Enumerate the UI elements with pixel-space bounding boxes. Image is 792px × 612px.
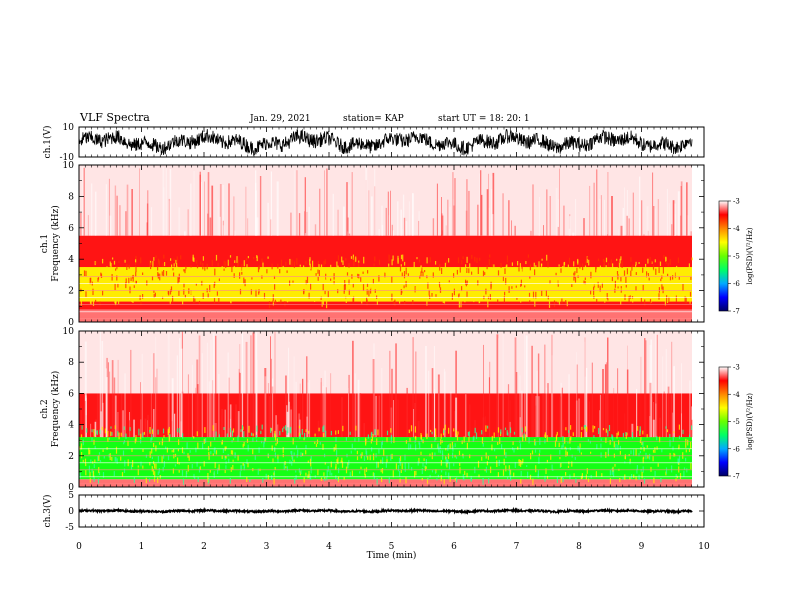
ch1-voltage-trace — [79, 128, 693, 157]
colorbar-tick-label: -7 — [733, 308, 740, 316]
colorbar-label: log(PSD)(V²/Hz) — [746, 393, 754, 450]
x-tick-label: 1 — [139, 542, 145, 552]
start-time-label: start UT = 18: 20: 1 — [438, 114, 530, 124]
colorbar-tick-label: -4 — [733, 391, 740, 399]
colorbar-tick-label: -7 — [733, 473, 740, 481]
colorbar — [718, 200, 729, 312]
colorbar-tick-label: -4 — [733, 225, 740, 233]
colorbar-tick-label: -3 — [733, 364, 740, 372]
spectral-band — [79, 331, 692, 394]
x-tick-label: 6 — [451, 542, 457, 552]
y-tick-label: 0 — [68, 318, 74, 328]
spectral-band — [79, 165, 692, 236]
spectrogram-ch1 — [79, 165, 693, 322]
y-tick-label: 0 — [68, 483, 74, 493]
y-tick-label: -10 — [60, 153, 75, 163]
spectral-band — [79, 479, 692, 487]
y-tick-label: 0 — [68, 507, 74, 517]
y-axis-label: ch.1 — [40, 234, 50, 253]
y-tick-label: 2 — [68, 287, 74, 297]
y-tick-label: 6 — [68, 389, 74, 399]
y-tick-label: 4 — [68, 255, 74, 265]
y-axis-label: ch.1(V) — [42, 126, 53, 159]
x-tick-label: 3 — [264, 542, 270, 552]
x-tick-label: 4 — [326, 542, 332, 552]
ch3-voltage-trace — [79, 506, 693, 515]
x-tick-label: 10 — [698, 542, 710, 552]
y-tick-label: 10 — [63, 123, 75, 133]
colorbar-tick-label: -6 — [733, 280, 740, 288]
spectral-band — [79, 437, 692, 480]
y-tick-label: 10 — [63, 327, 75, 337]
y-tick-label: -5 — [65, 523, 74, 533]
x-tick-label: 5 — [389, 542, 395, 552]
y-tick-label: 5 — [68, 491, 74, 501]
colorbar — [718, 366, 729, 477]
colorbar-label: log(PSD)(V²/Hz) — [746, 227, 754, 284]
y-tick-label: 8 — [68, 358, 74, 368]
colorbar-tick-label: -6 — [733, 445, 740, 453]
y-axis-label: ch.3(V) — [42, 495, 53, 528]
y-tick-label: 6 — [68, 224, 74, 234]
x-tick-label: 8 — [576, 542, 582, 552]
colorbar-tick-label: -5 — [733, 253, 740, 261]
x-tick-label: 2 — [201, 542, 207, 552]
colorbar-tick-label: -3 — [733, 198, 740, 206]
plot-title: VLF Spectra — [80, 111, 150, 124]
y-axis-label: Frequency (kHz) — [50, 205, 61, 282]
x-tick-label: 0 — [76, 542, 82, 552]
y-tick-label: 4 — [68, 421, 74, 431]
x-axis-title: Time (min) — [367, 550, 417, 561]
y-axis-label: ch.2 — [40, 399, 50, 418]
y-axis-label: Frequency (kHz) — [50, 371, 61, 448]
date-label: Jan. 29, 2021 — [250, 114, 311, 124]
y-tick-label: 10 — [63, 161, 75, 171]
spectrogram-ch2 — [79, 331, 693, 487]
x-tick-label: 9 — [639, 542, 645, 552]
y-tick-label: 2 — [68, 452, 74, 462]
x-tick-label: 7 — [514, 542, 520, 552]
y-tick-label: 8 — [68, 192, 74, 202]
station-label: station= KAP — [343, 114, 404, 124]
colorbar-tick-label: -5 — [733, 418, 740, 426]
